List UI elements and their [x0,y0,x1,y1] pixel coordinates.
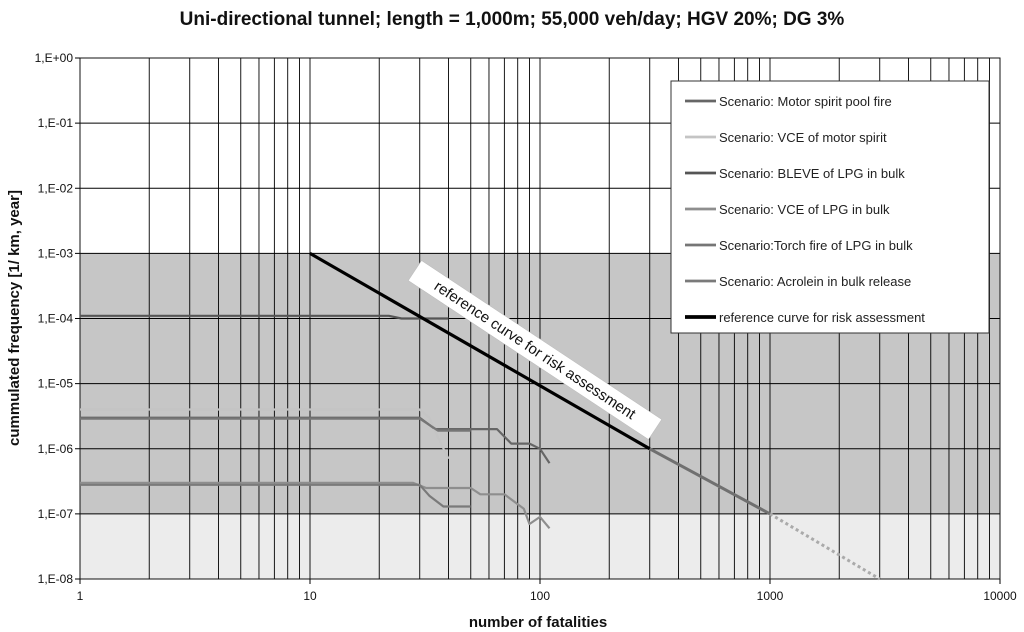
y-tick-label: 1,E-03 [38,246,74,260]
x-tick-label: 1 [77,589,84,603]
series-line-1 [80,408,450,460]
legend: Scenario: Motor spirit pool fire Scenario… [670,80,990,334]
y-axis-ticks: 1,E+00 1,E-01 1,E-02 1,E-03 1,E-04 1,E-05 1,E-… [35,51,80,586]
x-axis-title: number of fatalities [469,614,607,631]
y-tick-label: 1,E+00 [35,51,74,65]
chart-title: Uni-directional tunnel; length = 1,000m;… [180,9,845,30]
legend-label-4: Scenario:Torch fire of LPG in bulk [719,238,913,253]
legend-label-5: Scenario: Acrolein in bulk release [719,274,911,289]
legend-box [670,80,990,334]
y-tick-label: 1,E-07 [38,507,74,521]
x-axis-ticks: 1 10 100 1000 10000 [77,579,1017,603]
x-tick-label: 1000 [757,589,784,603]
y-tick-label: 1,E-02 [38,181,74,195]
series-line-6 [309,252,651,451]
legend-label-3: Scenario: VCE of LPG in bulk [719,202,890,217]
y-tick-label: 1,E-06 [38,442,74,456]
y-tick-label: 1,E-01 [38,116,74,130]
legend-label-1: Scenario: VCE of motor spirit [719,130,887,145]
series-line-5 [80,483,471,508]
legend-items: Scenario: Motor spirit pool fire Scenario… [685,94,925,325]
y-tick-label: 1,E-08 [38,572,74,586]
legend-label-6: reference curve for risk assessment [719,310,925,325]
legend-label-2: Scenario: BLEVE of LPG in bulk [719,166,905,181]
legend-label-0: Scenario: Motor spirit pool fire [719,94,892,109]
x-tick-label: 10 [303,589,317,603]
x-tick-label: 100 [530,589,550,603]
y-tick-label: 1,E-05 [38,377,74,391]
y-tick-label: 1,E-04 [38,312,74,326]
series-lines [80,252,881,581]
reference-extension-line-0 [648,447,771,516]
y-axis-title: cummulated frequency [1/ km, year] [6,190,23,446]
series-line-4 [80,417,471,432]
x-tick-label: 10000 [983,589,1017,603]
annotation-box [407,260,663,440]
